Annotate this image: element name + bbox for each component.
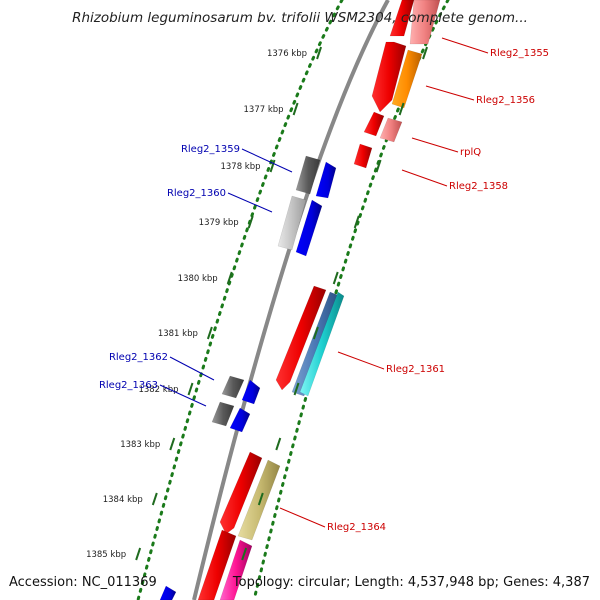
tick-mark [247, 215, 254, 229]
tick-label: 1377 kbp [244, 105, 284, 115]
tick-mark [269, 159, 276, 173]
tick-mark [187, 382, 194, 396]
gene-block-red-c [197, 529, 237, 600]
tick-label: 1380 kbp [178, 274, 218, 284]
gene-block-rplQ [379, 117, 403, 143]
leader-line [241, 148, 293, 173]
gene-label-right: Rleg2_1355 [490, 48, 549, 59]
tick-label: 1379 kbp [199, 218, 239, 228]
gene-block-rleg2-1354 [389, 0, 415, 37]
tick-label: 1378 kbp [220, 162, 260, 172]
leader-line [441, 37, 489, 54]
tick-label: 1381 kbp [158, 329, 198, 339]
left-gene-labels: Rleg2_1359 Rleg2_1360 Rleg2_1362 Rleg2_1363 [99, 144, 293, 407]
gene-block-blue-bottom [159, 585, 177, 600]
tick-mark [398, 102, 405, 116]
tick-mark [206, 326, 213, 340]
gene-label-left: Rleg2_1363 [99, 380, 158, 391]
tick-label: 1384 kbp [103, 495, 143, 505]
tick-mark [169, 437, 176, 451]
gene-block-rleg2-1364-a [219, 451, 263, 535]
tick-marks [135, 46, 428, 561]
leader-line [227, 192, 273, 213]
gene-block-rleg2-1363-b [229, 407, 251, 433]
tick-label: 1376 kbp [267, 49, 307, 59]
leader-line [411, 137, 459, 153]
gene-label-left: Rleg2_1360 [167, 188, 226, 199]
topology-text: Topology: circular; Length: 4,537,948 bp… [232, 575, 590, 590]
tick-label: 1385 kbp [86, 550, 126, 560]
gene-block-rleg2-1363 [211, 401, 235, 427]
leader-line [401, 169, 448, 187]
gene-block-red-a [371, 41, 407, 113]
gene-block-rleg2-1361-c [299, 291, 345, 397]
gene-label-right: Rleg2_1364 [327, 522, 386, 533]
gene-block-rleg2-1360-b [295, 199, 323, 257]
leader-line [337, 351, 385, 370]
map-title: Rhizobium leguminosarum bv. trifolii WSM… [72, 10, 528, 26]
gene-label-right: rplQ [460, 147, 481, 158]
gene-block-rleg2-1359 [295, 155, 321, 195]
gene-block-rleg2-1362 [221, 375, 245, 399]
tick-label: 1383 kbp [120, 440, 160, 450]
tick-mark [257, 492, 264, 506]
tick-mark [316, 46, 322, 60]
gene-block-rleg2-1361-b [291, 291, 341, 397]
right-gene-labels: Rleg2_1355 Rleg2_1356 rplQ Rleg2_1358 Rleg2_… [279, 37, 549, 533]
gene-block-rleg2-1359-b [315, 161, 337, 199]
tick-mark [293, 382, 300, 396]
gene-block-rleg2-1355 [409, 0, 441, 45]
gene-label-right: Rleg2_1358 [449, 181, 508, 192]
leader-line [159, 384, 207, 407]
tick-mark [332, 271, 339, 285]
gene-block-rleg2-1364 [237, 459, 281, 541]
tick-mark [226, 271, 233, 285]
gene-block-rleg2-1362-b [241, 379, 261, 405]
tick-label: 1382 kbp [138, 385, 178, 395]
tick-mark [312, 326, 319, 340]
tick-track-outer [252, 0, 450, 600]
tick-mark [151, 492, 158, 506]
genome-backbone [192, 0, 390, 600]
tick-track-inner [136, 0, 344, 600]
leader-line [279, 507, 326, 528]
tick-labels: 1376 kbp 1377 kbp 1378 kbp 1379 kbp 1380 kbp… [86, 49, 307, 560]
accession-text: Accession: NC_011369 [9, 575, 157, 590]
gene-label-left: Rleg2_1362 [109, 352, 168, 363]
gene-label-right: Rleg2_1356 [476, 95, 535, 106]
gene-block-rleg2-1358 [353, 143, 373, 169]
gene-block-rleg2-1361 [275, 285, 327, 391]
gene-label-right: Rleg2_1361 [386, 364, 445, 375]
gene-features [159, 0, 441, 600]
gene-block-rleg2-1360 [277, 195, 307, 251]
tick-mark [375, 159, 382, 173]
tick-mark [241, 547, 248, 561]
gene-block-rleg2-1356 [391, 49, 423, 109]
tick-mark [422, 46, 428, 60]
tick-mark [353, 215, 360, 229]
tick-mark [292, 102, 299, 116]
tick-mark [275, 437, 282, 451]
gene-label-left: Rleg2_1359 [181, 144, 240, 155]
gene-block-red-b [363, 111, 385, 137]
leader-line [169, 356, 215, 381]
tick-mark [135, 547, 142, 561]
leader-line [425, 85, 475, 101]
